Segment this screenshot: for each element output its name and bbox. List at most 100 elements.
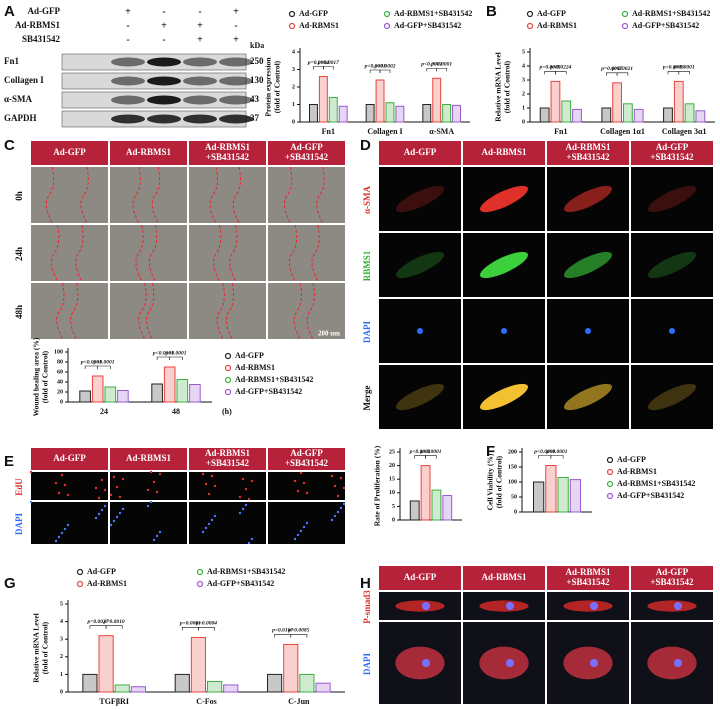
- bar: [190, 636, 206, 693]
- significance-bracket: [89, 625, 107, 629]
- blot-band: [183, 95, 217, 105]
- micrograph: [110, 283, 187, 339]
- bar: [422, 104, 432, 123]
- y-axis-label: Wound healing area (%): [32, 337, 41, 416]
- micrograph: [379, 167, 461, 231]
- y-tick-label: 1: [522, 105, 525, 111]
- nucleus: [247, 497, 251, 501]
- significance-bracket: [555, 71, 567, 75]
- p-value: p<0.0001: [92, 359, 114, 365]
- p-value: p=0.0085: [287, 628, 309, 634]
- nucleus: [250, 479, 254, 483]
- nucleus: [60, 473, 64, 477]
- blot-band: [183, 114, 217, 124]
- legend-marker: [383, 10, 391, 18]
- condition-sign: +: [233, 34, 239, 45]
- wound-edge: [213, 224, 222, 282]
- nucleus: [333, 484, 337, 488]
- wound-edge: [148, 224, 158, 282]
- p-value: p=0.0003: [662, 65, 684, 71]
- legend-label: Ad-GFP: [235, 351, 264, 360]
- significance-bracket: [436, 67, 447, 72]
- column-header-text: Ad-RBMS1: [205, 448, 251, 458]
- cell-body: [395, 251, 445, 279]
- bar: [452, 104, 462, 123]
- nucleus: [244, 503, 248, 507]
- wound-edge: [316, 166, 325, 224]
- condition-sign: -: [126, 20, 129, 31]
- panel-letter: A: [4, 3, 15, 20]
- bar: [539, 107, 550, 123]
- nucleus: [103, 488, 107, 492]
- significance-bracket: [538, 455, 552, 459]
- y-tick-label: 0: [292, 119, 295, 125]
- legend-label: Ad-RBMS1+SB431542: [394, 9, 472, 18]
- row-label: 0h: [14, 191, 24, 201]
- panel-letter: H: [360, 575, 371, 592]
- y-axis-label: (fold of Control): [503, 60, 512, 113]
- column-header-text: +SB431542: [206, 152, 250, 162]
- column-header-text: Ad-GFP: [404, 147, 437, 157]
- column-header-text: Ad-GFP: [656, 567, 689, 577]
- legend-marker: [224, 352, 232, 360]
- column-header-text: Ad-RBMS1: [205, 142, 251, 152]
- micrograph: [110, 225, 187, 281]
- nucleus: [66, 523, 70, 527]
- nucleus: [590, 602, 598, 610]
- micrograph: [189, 283, 266, 339]
- wound-edge: [229, 224, 238, 282]
- nucleus: [29, 470, 33, 474]
- bar: [601, 107, 612, 123]
- bar: [328, 97, 338, 123]
- nucleus: [29, 500, 33, 504]
- significance-bracket: [97, 365, 111, 369]
- x-tick-label: TGFβRI: [99, 697, 129, 706]
- cell-body: [395, 185, 445, 213]
- column-header: [110, 141, 187, 165]
- y-tick-label: 4: [60, 619, 63, 625]
- y-tick-label: 2: [292, 84, 295, 90]
- wound-edge: [311, 224, 320, 282]
- column-header-text: +SB431542: [566, 577, 610, 587]
- y-axis-label: Protein expression: [264, 57, 273, 117]
- cell-body: [563, 600, 613, 612]
- nucleus: [146, 504, 150, 508]
- micrograph: [110, 167, 187, 223]
- cell-body: [563, 251, 613, 279]
- p-value: p=0.0027: [87, 619, 109, 625]
- wound-edge: [132, 166, 141, 224]
- nucleus: [94, 486, 98, 490]
- bar: [569, 479, 581, 513]
- y-tick-label: 4: [292, 49, 295, 55]
- column-header: [31, 141, 108, 165]
- column-header-text: Ad-RBMS1: [481, 147, 527, 157]
- nucleus: [210, 518, 214, 522]
- bar: [432, 77, 442, 123]
- nucleus: [333, 514, 337, 518]
- blot-band: [147, 57, 181, 67]
- bar: [557, 477, 569, 513]
- legend-label: Ad-GFP+SB431542: [632, 21, 699, 30]
- row-label: DAPI: [14, 513, 24, 535]
- bar: [174, 673, 190, 693]
- nucleus: [339, 506, 343, 510]
- band-kda: 37: [250, 113, 260, 123]
- nucleus: [299, 529, 303, 533]
- cell-body: [647, 646, 697, 680]
- p-value: p<0.0001: [420, 62, 442, 68]
- condition-sign: -: [162, 34, 165, 45]
- bar: [104, 386, 117, 403]
- nucleus: [155, 490, 159, 494]
- legend-marker: [288, 10, 296, 18]
- nucleus: [103, 504, 107, 508]
- row-label: α-SMA: [362, 185, 372, 214]
- y-axis-label: (fold of Control): [41, 350, 50, 403]
- nucleus: [118, 511, 122, 515]
- row-label: 48h: [14, 305, 24, 319]
- significance-bracket: [84, 365, 98, 369]
- y-tick-label: 20: [389, 463, 395, 469]
- nucleus: [305, 491, 309, 495]
- bar: [561, 100, 572, 123]
- nucleus: [417, 328, 423, 334]
- legend-label: Ad-RBMS1+SB431542: [235, 375, 313, 384]
